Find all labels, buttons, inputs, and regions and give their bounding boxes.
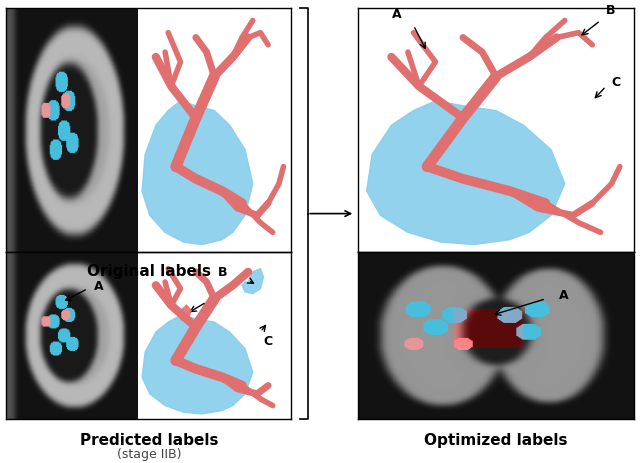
Text: C: C (612, 75, 621, 89)
Text: B: B (606, 4, 616, 17)
Text: Optimized labels: Optimized labels (424, 432, 568, 447)
Polygon shape (242, 269, 264, 294)
Text: Original labels: Original labels (87, 264, 211, 279)
Polygon shape (367, 102, 564, 245)
Text: B: B (218, 266, 227, 279)
Polygon shape (179, 306, 191, 321)
Text: A: A (559, 288, 568, 301)
Text: (stage IIB): (stage IIB) (116, 447, 181, 460)
Text: Predicted labels: Predicted labels (79, 432, 218, 447)
Polygon shape (142, 316, 253, 414)
Text: A: A (95, 280, 104, 293)
Polygon shape (142, 102, 253, 245)
Text: C: C (264, 334, 273, 347)
Text: A: A (392, 8, 402, 21)
